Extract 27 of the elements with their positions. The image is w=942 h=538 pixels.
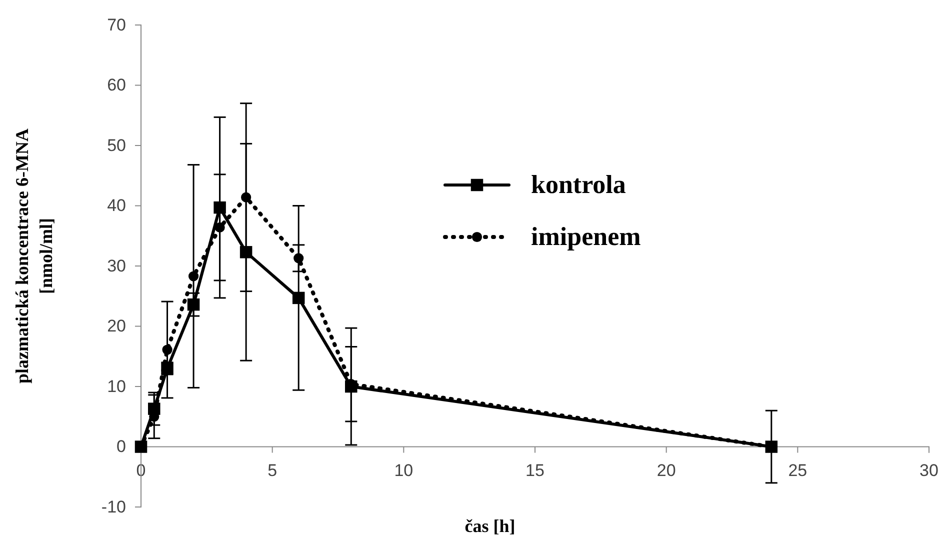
point — [188, 271, 199, 282]
x-tick-label: 30 — [920, 461, 938, 480]
legend-label: imipenem — [531, 222, 642, 251]
point — [292, 292, 305, 304]
x-axis-title: čas [h] — [464, 516, 516, 536]
legend-label: kontrola — [531, 170, 626, 199]
x-tick-label: 15 — [526, 461, 544, 480]
y-tick-label: 10 — [107, 376, 126, 396]
y-tick-label: 30 — [107, 256, 126, 276]
point — [187, 298, 200, 311]
y-tick-label: 60 — [107, 76, 126, 95]
y-tick-label: 50 — [107, 136, 126, 155]
y-tick-label: 20 — [107, 316, 126, 336]
point — [214, 201, 226, 214]
x-tick-label: 20 — [656, 461, 676, 480]
point — [345, 380, 358, 393]
y-tick-label: 0 — [116, 437, 126, 456]
point — [162, 344, 172, 355]
x-tick-label: 25 — [788, 461, 808, 480]
y-tick-label: 40 — [107, 196, 126, 216]
point — [148, 402, 160, 415]
y-tick-label: 70 — [107, 15, 126, 34]
point — [240, 246, 252, 258]
x-tick-label: 10 — [394, 461, 414, 480]
x-tick-label: 5 — [268, 461, 278, 480]
y-axis-title: plazmatická koncentrace 6-MNA [nmol/ml] — [12, 128, 56, 384]
y-tick-label: -10 — [101, 497, 126, 516]
